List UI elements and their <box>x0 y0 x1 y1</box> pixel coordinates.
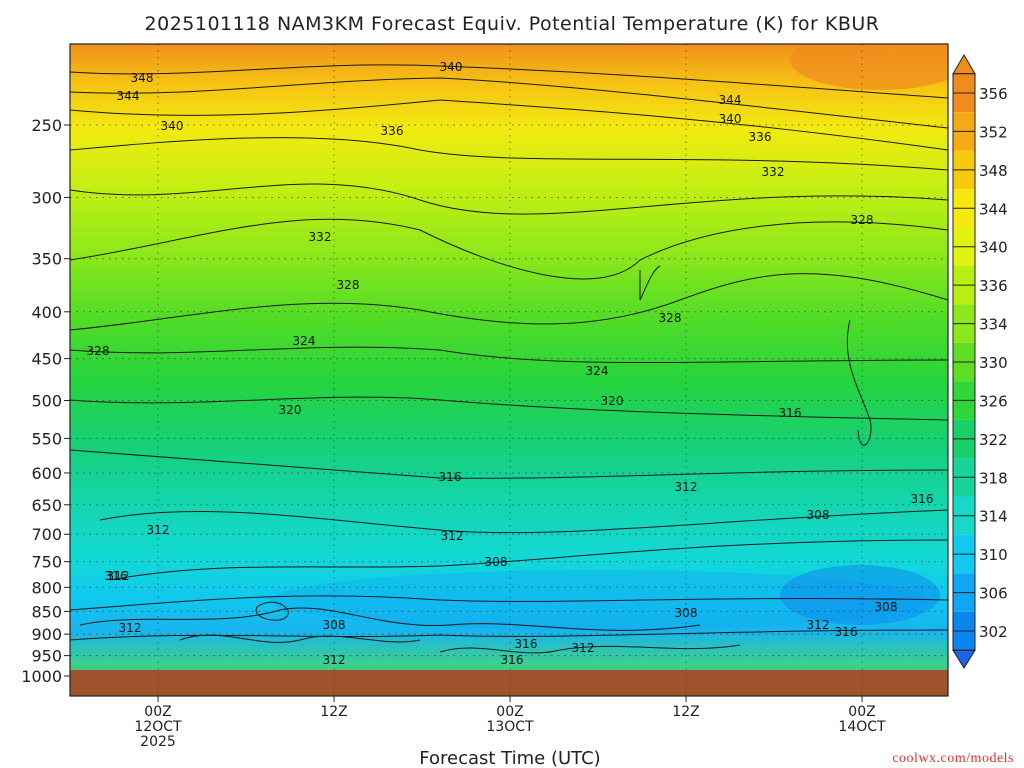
contour-label: 332 <box>309 230 332 244</box>
plot-frame <box>69 43 949 697</box>
colorbar-tick-label: 306 <box>979 585 1008 603</box>
x-tick-label: 14OCT <box>838 719 886 735</box>
warm-anomaly <box>790 44 948 90</box>
contour-label: 316 <box>911 492 934 506</box>
colorbar-tick-label: 326 <box>979 392 1008 410</box>
cool-pool-east <box>780 565 940 625</box>
contour-label: 316 <box>835 625 858 639</box>
contour-label: 312 <box>807 618 830 632</box>
contour-label: 328 <box>659 311 682 325</box>
colorbar-bottom-arrow <box>952 649 976 669</box>
y-tick-label: 250 <box>31 116 62 135</box>
colorbar-tick-label: 310 <box>979 546 1008 564</box>
colorbar-tick-label: 340 <box>979 239 1008 257</box>
contour-label: 344 <box>117 89 140 103</box>
contour-label: 316 <box>779 406 802 420</box>
x-tick-label: 12Z <box>672 704 699 720</box>
x-tick-label: 00Z <box>144 704 171 720</box>
x-tick-label: 00Z <box>848 704 875 720</box>
colorbar-tick-label: 334 <box>979 316 1008 334</box>
x-tick-label: 00Z <box>496 704 523 720</box>
colorbar-tick-label: 330 <box>979 354 1008 372</box>
y-tick-label: 750 <box>31 553 62 572</box>
credit-text: coolwx.com/models <box>892 751 1014 766</box>
contour-label: 308 <box>807 508 830 522</box>
y-tick-label: 600 <box>31 464 62 483</box>
contour-label: 340 <box>440 60 463 74</box>
contour-label: 312 <box>572 641 595 655</box>
contour-label: 308 <box>323 618 346 632</box>
colorbar: 356 352 348 344 340 336 334 330 326 322 318 314 310 3… <box>952 54 1008 669</box>
plot-area: 348 344 340 340 336 344 340 336 332 332 328 328 328 3… <box>70 44 948 696</box>
colorbar-top-arrow <box>952 54 976 75</box>
contour-label: 336 <box>381 124 404 138</box>
y-tick-label: 400 <box>31 303 62 322</box>
contour-label: 324 <box>586 364 609 378</box>
contour-label: 328 <box>337 278 360 292</box>
contour-labels: 348 344 340 340 336 344 340 336 332 332 328 328 328 3… <box>87 60 934 667</box>
contour-label: 312 <box>675 480 698 494</box>
x-tick-label: 13OCT <box>486 719 534 735</box>
colorbar-tick-label: 348 <box>979 162 1008 180</box>
contour-label: 328 <box>851 213 874 227</box>
x-tick-label: 12OCT <box>134 719 182 735</box>
contour-label: 312 <box>147 523 170 537</box>
colorbar-tick-label: 318 <box>979 469 1008 487</box>
y-axis: 250 300 350 400 450 500 550 600 650 700 750 800 850 9… <box>21 116 70 686</box>
contour-label: 324 <box>293 334 316 348</box>
y-tick-label: 550 <box>31 429 62 448</box>
colorbar-tick-label: 352 <box>979 123 1008 141</box>
contour-label: 316 <box>105 569 128 583</box>
colorbar-tick-label: 314 <box>979 508 1008 526</box>
contour-label: 316 <box>501 653 524 667</box>
contour-label: 316 <box>515 637 538 651</box>
contour-label: 320 <box>601 394 624 408</box>
contour-label: 308 <box>675 606 698 620</box>
colorbar-tick-label: 302 <box>979 623 1008 641</box>
contour-label: 312 <box>441 529 464 543</box>
x-axis-title: Forecast Time (UTC) <box>419 748 600 768</box>
y-tick-label: 500 <box>31 392 62 411</box>
cool-pool <box>270 570 930 630</box>
y-tick-label: 300 <box>31 188 62 207</box>
contour-label: 312 <box>107 569 130 583</box>
y-tick-label: 700 <box>31 525 62 544</box>
colorbar-tick-label: 322 <box>979 431 1008 449</box>
y-tick-label: 850 <box>31 602 62 621</box>
ground-layer <box>70 670 948 696</box>
y-tick-label: 650 <box>31 496 62 515</box>
contour-label: 308 <box>485 555 508 569</box>
y-tick-label: 950 <box>31 647 62 666</box>
contour-label: 320 <box>279 403 302 417</box>
y-tick-label: 450 <box>31 350 62 369</box>
contour-label: 340 <box>161 119 184 133</box>
contour-label: 312 <box>323 653 346 667</box>
x-tick-label: 2025 <box>140 734 176 750</box>
contour-label: 312 <box>119 621 142 635</box>
y-tick-label: 350 <box>31 250 62 269</box>
contour-label: 332 <box>762 165 785 179</box>
chart-title: 2025101118 NAM3KM Forecast Equiv. Potent… <box>145 13 880 35</box>
colorbar-tick-label: 356 <box>979 85 1008 103</box>
y-tick-label: 800 <box>31 578 62 597</box>
contour-label: 316 <box>439 470 462 484</box>
y-tick-label: 900 <box>31 625 62 644</box>
contour-label: 344 <box>719 93 742 107</box>
contour-label: 348 <box>131 71 154 85</box>
grid <box>70 44 948 696</box>
x-tick-label: 12Z <box>320 704 347 720</box>
y-tick-label: 1000 <box>21 667 62 686</box>
contour-label: 328 <box>87 344 110 358</box>
contour-label: 340 <box>719 112 742 126</box>
colorbar-tick-label: 344 <box>979 200 1008 218</box>
contour-lines <box>70 64 948 654</box>
contour-label: 308 <box>875 600 898 614</box>
contour-label: 336 <box>749 130 772 144</box>
colorbar-tick-label: 336 <box>979 277 1008 295</box>
